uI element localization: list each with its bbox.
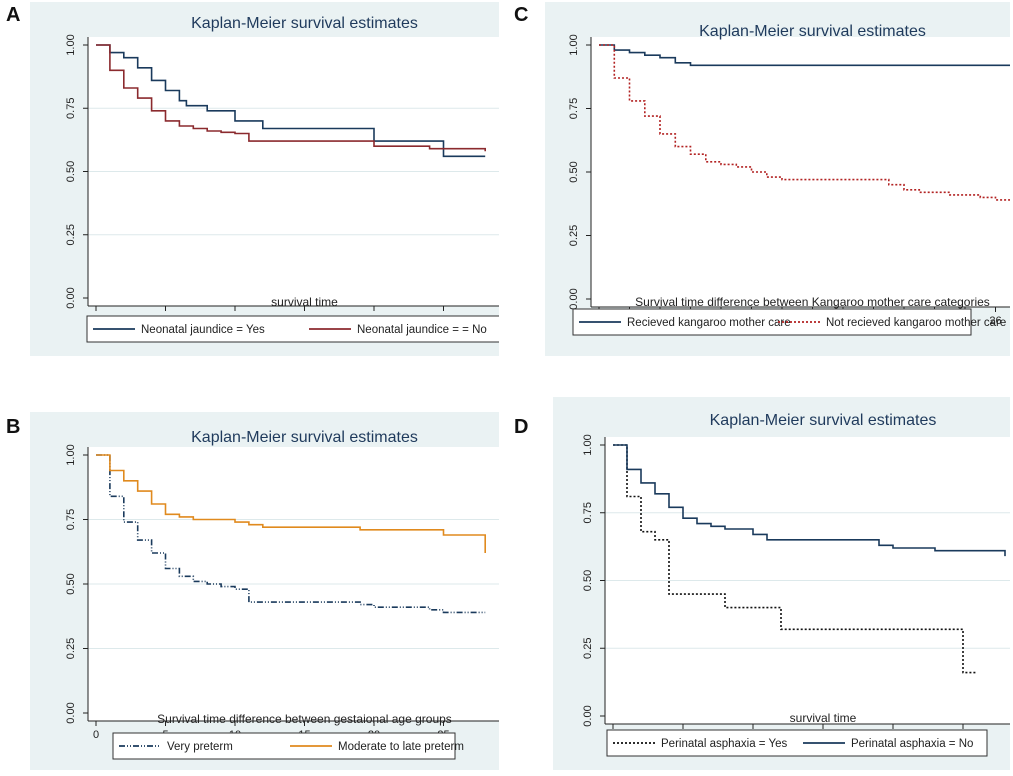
panel-label-c: C: [514, 4, 529, 26]
legend-box: [86, 315, 499, 343]
chart-c-svg: Kaplan-Meier survival estimates 0.00 0.25 0…: [545, 2, 1010, 356]
y-tick-label: 0.00: [568, 288, 580, 309]
series-line-0: [96, 454, 486, 614]
series-line-0: [96, 44, 486, 158]
panel-a: Kaplan-Meier survival estimates 0.00 0.25 0…: [30, 2, 499, 356]
series-line-0: [599, 44, 1010, 67]
legend-box: [606, 729, 988, 757]
chart-b-svg: Kaplan-Meier survival estimates 0.00 0.25 0…: [30, 412, 499, 770]
legend-label-1: Moderate to late preterm: [338, 741, 464, 753]
legend-label-1: Perinatal asphaxia = No: [851, 738, 973, 750]
chart-title: Kaplan-Meier survival estimates: [699, 23, 926, 40]
y-tick-label: 0.75: [568, 98, 580, 119]
series-line-1: [96, 454, 486, 553]
y-tick-label: 1.00: [65, 444, 77, 465]
plot-area: [591, 37, 1010, 307]
series-line-1: [613, 444, 1006, 557]
legend-label-1: Neonatal jaundice = = No: [357, 324, 487, 336]
panel-c: Kaplan-Meier survival estimates 0.00 0.25 0…: [545, 2, 1010, 356]
x-axis-label: survival time: [271, 295, 338, 309]
legend-box: [112, 732, 456, 760]
panel-label-a: A: [6, 4, 21, 26]
y-tick-label: 0.00: [65, 702, 77, 723]
y-tick-label: 0.75: [65, 509, 77, 530]
panel-label-b: B: [6, 416, 21, 438]
legend-label-0: Recieved kangaroo mother care: [627, 317, 791, 329]
chart-a-svg: Kaplan-Meier survival estimates 0.00 0.25 0…: [30, 2, 499, 356]
chart-title: Kaplan-Meier survival estimates: [191, 429, 418, 446]
x-axis-label: Survival time difference between Kangaro…: [635, 295, 990, 309]
x-axis-label: Survival time difference between gestaio…: [157, 712, 452, 726]
series-line-0: [613, 444, 977, 674]
y-tick-label: 0.50: [568, 161, 580, 182]
y-tick-label: 0.50: [65, 161, 77, 182]
x-tick-label: 0: [93, 729, 99, 741]
y-tick-label: 0.25: [65, 224, 77, 245]
legend-label-1: Not recieved kangaroo mother care: [826, 317, 1006, 329]
series-line-1: [599, 44, 1010, 201]
y-tick-label: 1.00: [582, 434, 594, 455]
y-tick-label: 0.75: [65, 98, 77, 119]
y-tick-label: 0.75: [582, 502, 594, 523]
y-tick-label: 0.00: [582, 705, 594, 726]
legend-label-0: Perinatal asphaxia = Yes: [661, 738, 788, 750]
chart-title: Kaplan-Meier survival estimates: [191, 15, 418, 32]
panel-label-d: D: [514, 416, 529, 438]
y-tick-label: 0.25: [65, 638, 77, 659]
panel-b: Kaplan-Meier survival estimates 0.00 0.25 0…: [30, 412, 499, 770]
y-tick-label: 0.50: [582, 570, 594, 591]
chart-title: Kaplan-Meier survival estimates: [710, 412, 937, 429]
y-tick-label: 0.00: [65, 287, 77, 308]
y-tick-label: 0.25: [582, 638, 594, 659]
y-tick-label: 1.00: [65, 34, 77, 55]
panel-d: Kaplan-Meier survival estimates 0.00 0.25 0…: [553, 397, 1010, 770]
y-tick-label: 0.50: [65, 573, 77, 594]
legend-label-0: Very preterm: [167, 741, 233, 753]
x-axis-label: survival time: [790, 711, 857, 725]
x-tick-label: 26: [989, 315, 1001, 327]
chart-d-svg: Kaplan-Meier survival estimates 0.00 0.25 0…: [553, 397, 1010, 770]
legend-label-0: Neonatal jaundice = Yes: [141, 324, 265, 336]
series-line-1: [96, 44, 486, 152]
legend-box: [572, 308, 972, 336]
y-tick-label: 0.25: [568, 225, 580, 246]
y-tick-label: 1.00: [568, 34, 580, 55]
